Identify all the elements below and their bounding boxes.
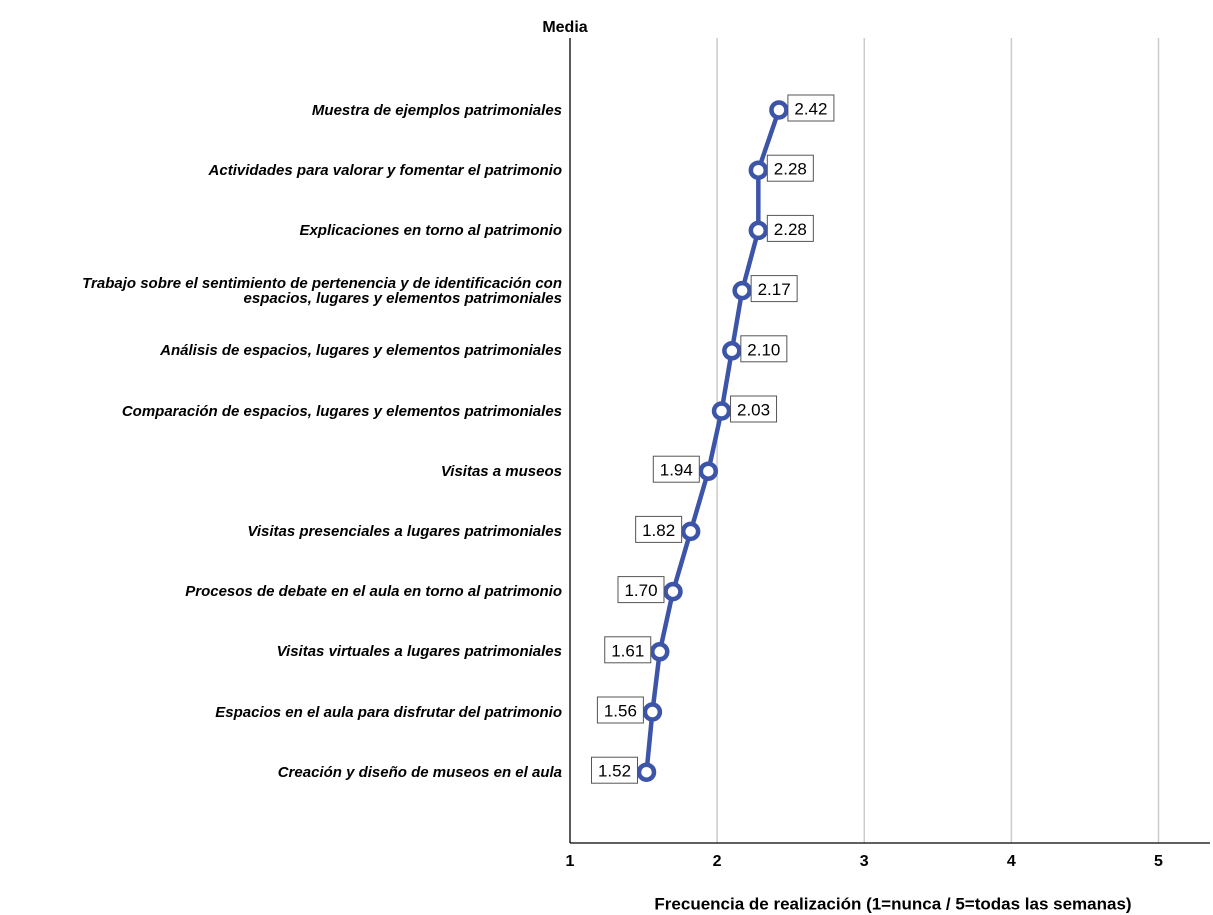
x-tick-label: 2 bbox=[713, 853, 722, 870]
x-axis-label: Frecuencia de realización (1=nunca / 5=t… bbox=[654, 894, 1131, 913]
x-tick-label: 5 bbox=[1154, 853, 1163, 870]
category-label: Trabajo sobre el sentimiento de pertenen… bbox=[82, 274, 562, 307]
category-label-text: Procesos de debate en el aula en torno a… bbox=[185, 583, 562, 601]
marker bbox=[698, 461, 719, 481]
marker bbox=[663, 581, 683, 602]
marker bbox=[748, 220, 769, 241]
data-label: 1.94 bbox=[660, 461, 693, 480]
marker bbox=[636, 762, 657, 782]
category-label-text: Visitas a museos bbox=[440, 462, 562, 480]
data-label: 2.28 bbox=[774, 220, 807, 239]
data-label: 2.10 bbox=[747, 340, 780, 359]
category-label-text: Visitas virtuales a lugares patrimoniale… bbox=[276, 643, 562, 661]
chart-title: Media bbox=[542, 19, 587, 36]
data-label: 2.17 bbox=[758, 280, 791, 299]
category-label: Visitas presenciales a lugares patrimoni… bbox=[247, 522, 562, 540]
category-label: Explicaciones en torno al patrimonio bbox=[299, 221, 562, 239]
category-label-text: Muestra de ejemplos patrimoniales bbox=[311, 101, 562, 119]
data-label: 1.61 bbox=[611, 641, 644, 660]
data-label-box bbox=[766, 214, 814, 242]
category-label-text: Visitas presenciales a lugares patrimoni… bbox=[247, 522, 562, 540]
marker bbox=[722, 341, 742, 361]
data-label: 2.42 bbox=[794, 99, 827, 118]
category-label: Actividades para valorar y fomentar el p… bbox=[208, 161, 562, 179]
category-label-text: Explicaciones en torno al patrimonio bbox=[299, 221, 562, 239]
data-label-box bbox=[604, 636, 652, 664]
data-label: 1.82 bbox=[642, 521, 675, 540]
category-label-text: Análisis de espacios, lugares y elemento… bbox=[160, 342, 562, 360]
category-label: Comparación de espacios, lugares y eleme… bbox=[121, 402, 562, 420]
data-label-box bbox=[652, 455, 700, 483]
category-label-text: Actividades para valorar y fomentar el p… bbox=[208, 161, 562, 179]
category-label-text: Trabajo sobre el sentimiento de pertenen… bbox=[82, 274, 562, 307]
category-label: Análisis de espacios, lugares y elemento… bbox=[160, 342, 562, 360]
category-label: Espacios en el aula para disfrutar del p… bbox=[215, 703, 562, 721]
category-label: Procesos de debate en el aula en torno a… bbox=[185, 583, 562, 601]
x-tick-label: 3 bbox=[860, 853, 869, 870]
data-label-box bbox=[635, 515, 683, 543]
category-label-text: Espacios en el aula para disfrutar del p… bbox=[215, 703, 562, 721]
category-label: Creación y diseño de museos en el aula bbox=[277, 763, 562, 781]
marker bbox=[642, 702, 663, 722]
marker bbox=[769, 100, 789, 120]
data-label: 1.52 bbox=[598, 762, 631, 781]
marker bbox=[649, 642, 670, 662]
data-label-box bbox=[766, 154, 814, 182]
data-label-box bbox=[740, 335, 788, 363]
x-tick-label: 1 bbox=[566, 853, 575, 870]
data-label: 2.03 bbox=[737, 400, 770, 419]
x-tick-label: 4 bbox=[1007, 853, 1016, 870]
data-label: 1.56 bbox=[604, 701, 637, 720]
category-label: Visitas virtuales a lugares patrimoniale… bbox=[276, 643, 562, 661]
data-label-box bbox=[596, 696, 644, 724]
marker bbox=[732, 280, 752, 301]
category-label: Visitas a museos bbox=[440, 462, 562, 480]
category-label: Muestra de ejemplos patrimoniales bbox=[311, 101, 562, 119]
data-label: 2.28 bbox=[774, 160, 807, 179]
category-label-text: Comparación de espacios, lugares y eleme… bbox=[121, 402, 562, 420]
marker bbox=[711, 401, 732, 421]
data-label-box bbox=[591, 756, 639, 784]
line bbox=[644, 109, 782, 773]
data-label-box bbox=[787, 94, 835, 122]
marker bbox=[748, 160, 769, 180]
data-label-box bbox=[750, 275, 798, 303]
marker bbox=[680, 521, 701, 542]
data-label-box bbox=[730, 395, 778, 423]
data-label: 1.70 bbox=[624, 581, 657, 600]
category-label-text: Creación y diseño de museos en el aula bbox=[277, 763, 562, 781]
data-label-box bbox=[617, 576, 665, 604]
